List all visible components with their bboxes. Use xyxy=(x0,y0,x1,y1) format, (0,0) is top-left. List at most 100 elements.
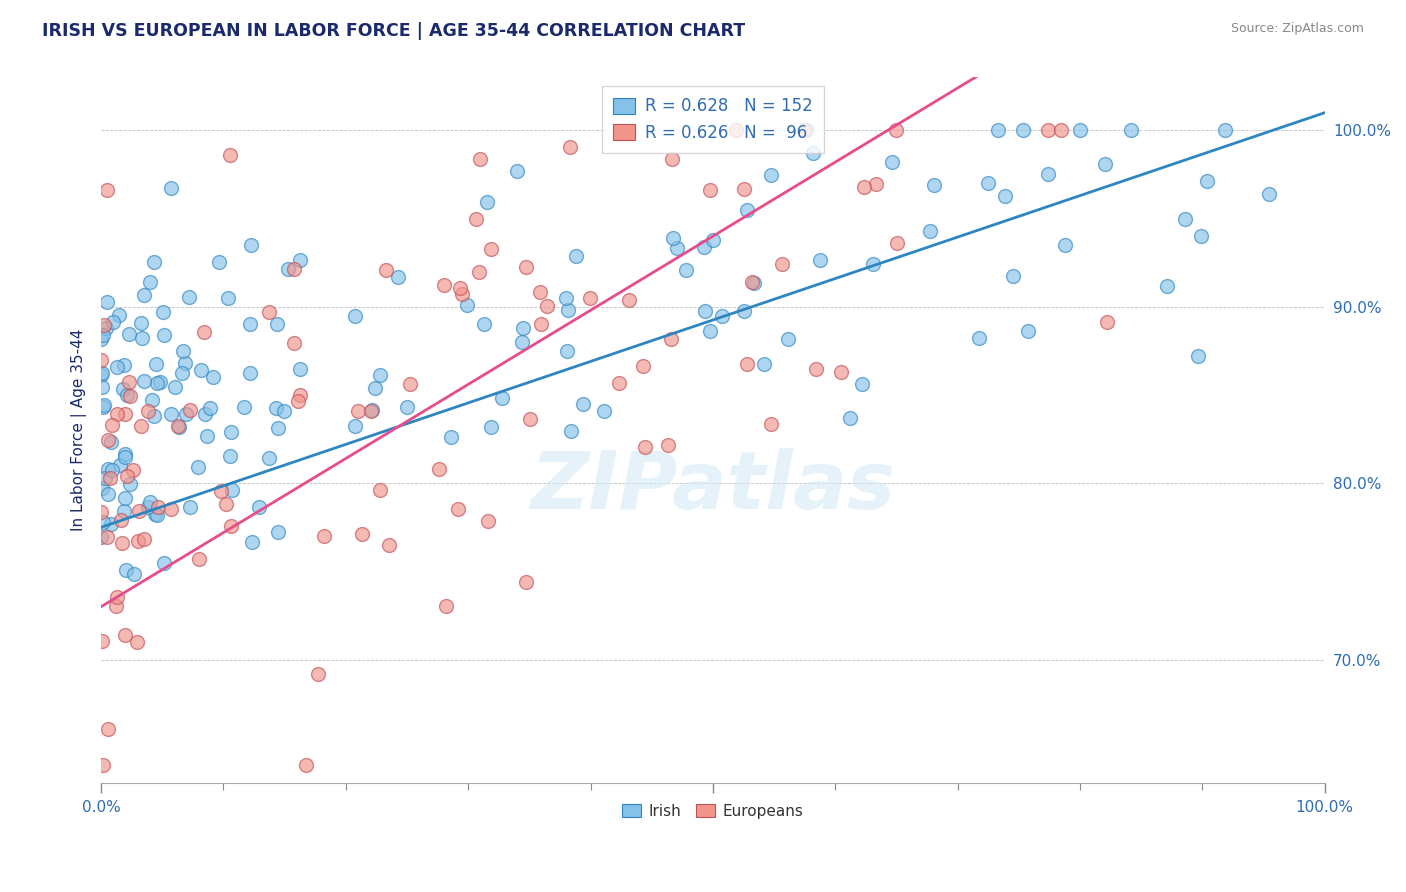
Point xyxy=(267,524,290,539)
Point xyxy=(515,260,537,274)
Point xyxy=(886,236,908,251)
Point xyxy=(118,389,141,403)
Point xyxy=(1053,237,1076,252)
Point xyxy=(257,451,280,466)
Point xyxy=(450,286,472,301)
Point xyxy=(96,462,118,476)
Point xyxy=(1195,173,1218,187)
Point xyxy=(96,294,118,309)
Point xyxy=(91,400,114,414)
Point xyxy=(101,315,124,329)
Point xyxy=(735,357,758,371)
Point xyxy=(699,183,721,197)
Point xyxy=(440,429,463,443)
Point xyxy=(350,527,373,541)
Point xyxy=(96,183,118,197)
Point xyxy=(114,447,136,461)
Point xyxy=(114,628,136,642)
Point xyxy=(530,317,553,331)
Point xyxy=(219,450,242,464)
Point xyxy=(1002,269,1025,284)
Point xyxy=(852,180,875,194)
Point xyxy=(1187,349,1209,363)
Point xyxy=(100,517,122,532)
Point xyxy=(239,366,262,380)
Point xyxy=(115,388,138,402)
Point xyxy=(91,481,114,495)
Point xyxy=(138,495,160,509)
Point xyxy=(132,375,155,389)
Point xyxy=(90,530,112,544)
Point xyxy=(105,360,128,375)
Point xyxy=(117,376,139,390)
Point xyxy=(994,189,1017,203)
Point xyxy=(114,407,136,421)
Point xyxy=(170,367,193,381)
Point xyxy=(111,382,134,396)
Point xyxy=(91,758,114,772)
Point xyxy=(560,424,582,438)
Point xyxy=(90,353,112,368)
Point xyxy=(1174,211,1197,226)
Point xyxy=(770,257,793,271)
Legend: Irish, Europeans: Irish, Europeans xyxy=(616,797,810,825)
Point xyxy=(794,123,817,137)
Y-axis label: In Labor Force | Age 35-44: In Labor Force | Age 35-44 xyxy=(72,329,87,532)
Point xyxy=(110,513,132,527)
Point xyxy=(288,388,311,402)
Point xyxy=(125,635,148,649)
Point xyxy=(607,376,630,390)
Point xyxy=(105,599,128,613)
Point xyxy=(97,433,120,447)
Point xyxy=(474,317,496,331)
Point xyxy=(146,500,169,514)
Point xyxy=(143,255,166,269)
Point xyxy=(560,140,582,154)
Point xyxy=(90,379,112,393)
Point xyxy=(149,375,172,389)
Point xyxy=(529,285,551,299)
Point xyxy=(179,500,201,514)
Point xyxy=(491,392,513,406)
Point xyxy=(174,407,197,421)
Point xyxy=(378,538,401,552)
Point xyxy=(804,361,827,376)
Point xyxy=(160,407,183,421)
Point xyxy=(851,377,873,392)
Point xyxy=(969,331,991,345)
Point xyxy=(215,497,238,511)
Point xyxy=(115,469,138,483)
Point xyxy=(447,501,470,516)
Point xyxy=(865,177,887,191)
Point xyxy=(131,419,153,434)
Point xyxy=(97,487,120,501)
Point xyxy=(1215,123,1237,137)
Point xyxy=(479,242,502,256)
Point xyxy=(724,123,747,137)
Point xyxy=(710,309,733,323)
Point xyxy=(801,145,824,160)
Point xyxy=(91,327,114,342)
Point xyxy=(132,288,155,302)
Point xyxy=(105,407,128,421)
Point xyxy=(468,265,491,279)
Point xyxy=(136,404,159,418)
Text: ZIPatlas: ZIPatlas xyxy=(530,448,896,525)
Point xyxy=(554,291,576,305)
Point xyxy=(977,176,1000,190)
Text: IRISH VS EUROPEAN IN LABOR FORCE | AGE 35-44 CORRELATION CHART: IRISH VS EUROPEAN IN LABOR FORCE | AGE 3… xyxy=(42,22,745,40)
Point xyxy=(661,153,683,167)
Point xyxy=(862,257,884,271)
Point xyxy=(121,463,143,477)
Point xyxy=(200,401,222,415)
Point xyxy=(160,181,183,195)
Point xyxy=(163,380,186,394)
Point xyxy=(94,471,117,485)
Point xyxy=(464,211,486,226)
Point xyxy=(880,155,903,169)
Point xyxy=(1094,157,1116,171)
Point xyxy=(172,343,194,358)
Point xyxy=(112,358,135,372)
Point xyxy=(312,529,335,543)
Point xyxy=(793,123,815,137)
